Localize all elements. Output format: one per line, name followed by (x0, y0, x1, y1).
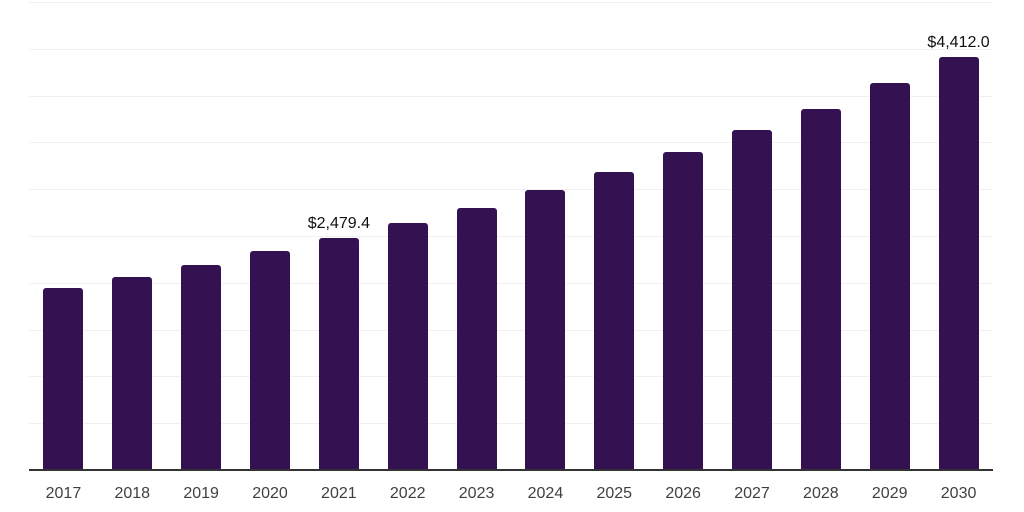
x-axis-line (29, 469, 993, 471)
x-axis-label-2020: 2020 (252, 485, 288, 502)
bar-2023 (456, 207, 497, 470)
x-axis-label-2023: 2023 (458, 485, 495, 502)
value-label-2030: $4,412.0 (927, 34, 990, 52)
bar-2024 (525, 190, 566, 470)
x-axis-label-2026: 2026 (665, 485, 701, 502)
bar-2022 (387, 222, 428, 470)
gridline-3500 (29, 142, 993, 144)
x-axis-label-2021: 2021 (321, 485, 357, 502)
x-axis-label-2018: 2018 (114, 485, 151, 502)
x-axis-label-2025: 2025 (596, 485, 633, 502)
bar-2027 (732, 130, 772, 470)
bar-2017 (43, 288, 84, 470)
bar-2021 (318, 237, 359, 470)
bar-2018 (112, 277, 153, 470)
gridline-2000 (29, 282, 993, 284)
gridline-4000 (29, 95, 993, 97)
x-axis-label-2030: 2030 (940, 485, 977, 502)
gridline-5000 (29, 2, 993, 3)
x-axis-label-2024: 2024 (527, 485, 564, 502)
x-axis-label-2019: 2019 (183, 485, 219, 502)
bar-2019 (181, 264, 222, 470)
x-axis-label-2022: 2022 (389, 485, 426, 502)
bar-2020 (250, 250, 290, 470)
bar-2029 (869, 82, 910, 470)
gridline-4500 (29, 48, 993, 50)
x-axis-label-2029: 2029 (871, 485, 908, 502)
value-label-2021: $2,479.4 (307, 214, 370, 232)
gridline-1000 (29, 376, 993, 378)
x-axis-label-2028: 2028 (803, 485, 839, 502)
x-axis-label-2017: 2017 (45, 485, 82, 502)
gridline-3000 (29, 189, 993, 191)
bar-2026 (663, 152, 704, 470)
gridline-500 (29, 423, 993, 425)
bar-2025 (594, 171, 635, 470)
bar-2028 (800, 109, 841, 470)
bar-2030 (938, 57, 979, 470)
gridline-1500 (29, 329, 993, 331)
x-axis-label-2027: 2027 (734, 485, 770, 502)
gridline-2500 (29, 236, 993, 237)
